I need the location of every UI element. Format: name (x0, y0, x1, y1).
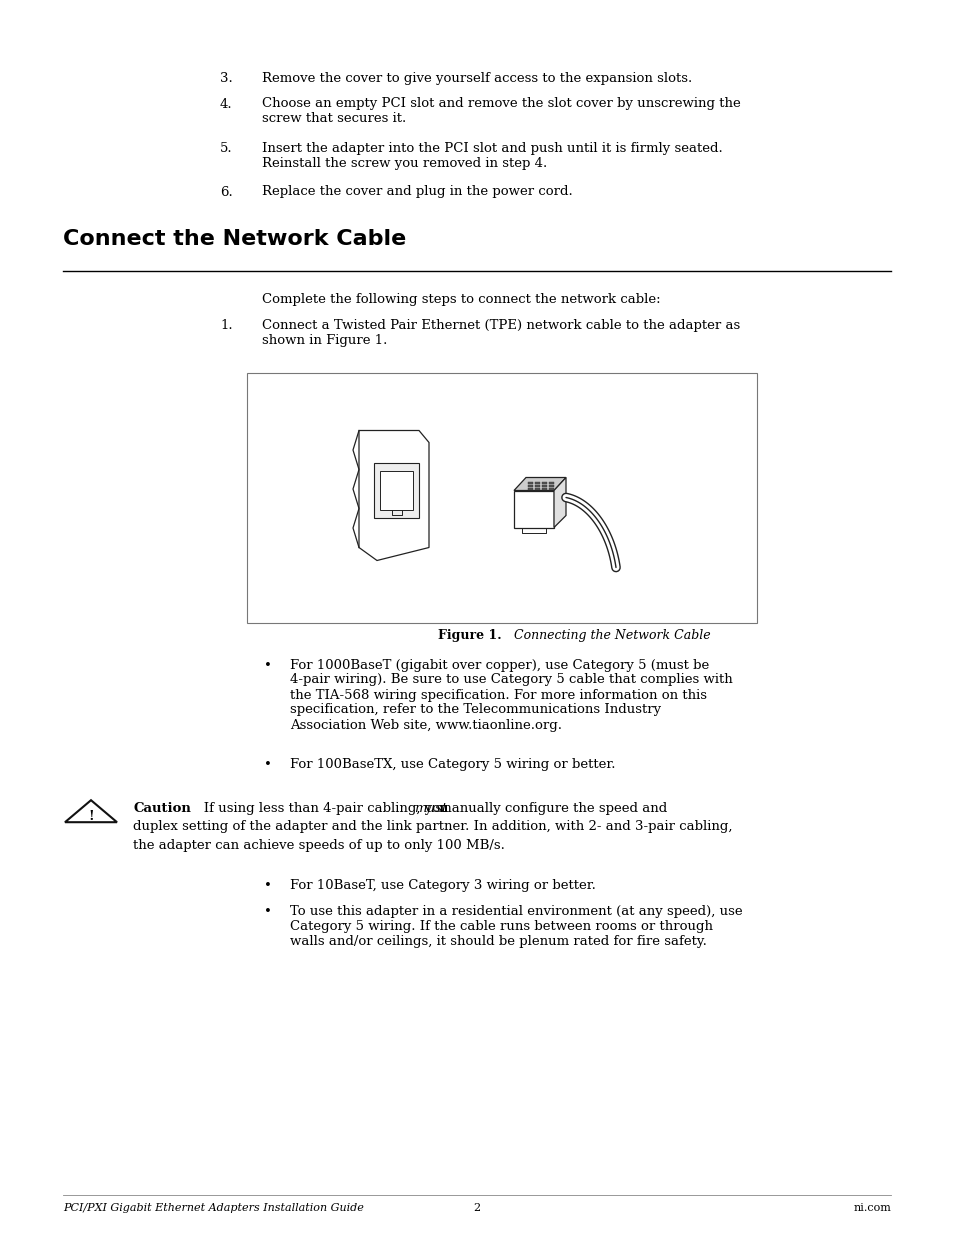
Text: Caution: Caution (132, 802, 191, 815)
Bar (535, 482, 539, 483)
Text: •: • (264, 758, 272, 771)
Text: 3.: 3. (220, 72, 233, 85)
Text: Choose an empty PCI slot and remove the slot cover by unscrewing the
screw that : Choose an empty PCI slot and remove the … (262, 98, 740, 126)
Bar (541, 482, 546, 483)
Text: Connect a Twisted Pair Ethernet (TPE) network cable to the adapter as
shown in F: Connect a Twisted Pair Ethernet (TPE) ne… (262, 319, 740, 347)
Bar (527, 484, 533, 487)
Text: •: • (264, 879, 272, 892)
Bar (548, 484, 554, 487)
Text: Remove the cover to give yourself access to the expansion slots.: Remove the cover to give yourself access… (262, 72, 692, 85)
Bar (548, 488, 554, 489)
Text: Connecting the Network Cable: Connecting the Network Cable (501, 629, 710, 641)
Bar (527, 482, 533, 483)
Polygon shape (554, 478, 565, 527)
Polygon shape (358, 431, 429, 561)
Polygon shape (379, 471, 413, 510)
Text: To use this adapter in a residential environment (at any speed), use
Category 5 : To use this adapter in a residential env… (290, 904, 741, 947)
Text: Insert the adapter into the PCI slot and push until it is firmly seated.
Reinsta: Insert the adapter into the PCI slot and… (262, 142, 722, 169)
Bar (541, 488, 546, 489)
Text: For 10BaseT, use Category 3 wiring or better.: For 10BaseT, use Category 3 wiring or be… (290, 879, 596, 892)
Text: 4.: 4. (220, 98, 233, 110)
Text: For 100BaseTX, use Category 5 wiring or better.: For 100BaseTX, use Category 5 wiring or … (290, 758, 615, 771)
Text: •: • (264, 658, 272, 672)
Bar (535, 484, 539, 487)
Polygon shape (514, 490, 554, 527)
Bar (548, 482, 554, 483)
Text: duplex setting of the adapter and the link partner. In addition, with 2- and 3-p: duplex setting of the adapter and the li… (132, 820, 732, 832)
Text: Connect the Network Cable: Connect the Network Cable (63, 228, 406, 249)
Text: 2: 2 (473, 1203, 480, 1213)
Text: For 1000BaseT (gigabit over copper), use Category 5 (must be
4-pair wiring). Be : For 1000BaseT (gigabit over copper), use… (290, 658, 732, 731)
Text: Figure 1.: Figure 1. (438, 629, 501, 641)
Text: •: • (264, 904, 272, 918)
Bar (541, 484, 546, 487)
Text: must: must (414, 802, 446, 815)
Bar (247, 373, 757, 622)
Text: Complete the following steps to connect the network cable:: Complete the following steps to connect … (262, 293, 659, 306)
Polygon shape (514, 478, 565, 490)
Text: ni.com: ni.com (852, 1203, 890, 1213)
Text: 6.: 6. (220, 185, 233, 199)
Polygon shape (65, 800, 117, 823)
Bar (527, 488, 533, 489)
Text: manually configure the speed and: manually configure the speed and (435, 802, 666, 815)
Text: 1.: 1. (220, 319, 233, 331)
Bar (535, 488, 539, 489)
Text: the adapter can achieve speeds of up to only 100 MB/s.: the adapter can achieve speeds of up to … (132, 839, 504, 851)
Text: 5.: 5. (220, 142, 233, 154)
Text: PCI/PXI Gigabit Ethernet Adapters Installation Guide: PCI/PXI Gigabit Ethernet Adapters Instal… (63, 1203, 363, 1213)
Text: Replace the cover and plug in the power cord.: Replace the cover and plug in the power … (262, 185, 572, 199)
Polygon shape (374, 462, 418, 517)
Text: If using less than 4-pair cabling, you: If using less than 4-pair cabling, you (191, 802, 453, 815)
Text: !: ! (88, 810, 93, 823)
